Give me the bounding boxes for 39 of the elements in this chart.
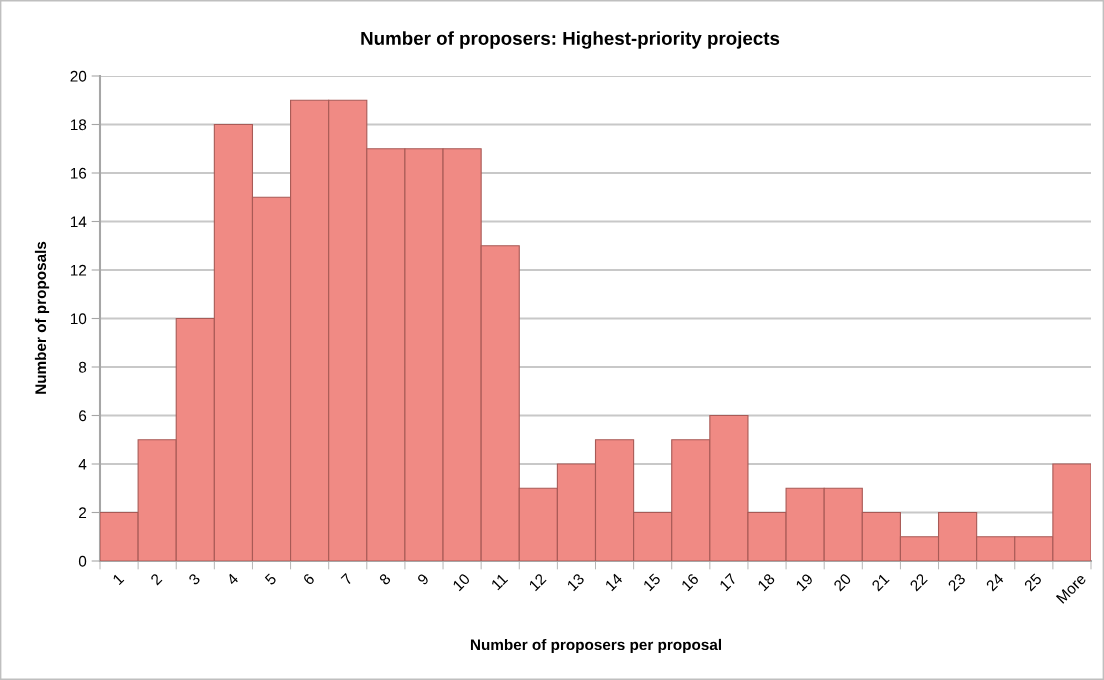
x-tick-label: 8 [378, 572, 392, 586]
y-tick-label: 8 [78, 361, 87, 373]
y-tick-label: 4 [78, 459, 87, 470]
x-tick-label: 18 [757, 572, 776, 592]
x-tick-label: 19 [795, 572, 814, 592]
y-tick-label: 18 [70, 119, 87, 131]
x-tick-label: 1 [112, 573, 125, 586]
x-tick-label: 22 [909, 572, 928, 592]
y-tick-label: 6 [79, 410, 87, 422]
x-tick-label: 14 [604, 572, 624, 592]
y-tick-label: 2 [79, 507, 87, 519]
y-tick-label: 0 [78, 555, 87, 567]
x-tick-label: 10 [452, 572, 471, 592]
x-tick-label: 21 [871, 572, 890, 592]
y-tick-label: 16 [70, 167, 87, 179]
x-tick-label: 9 [416, 572, 430, 586]
chart-title: Number of proposers: Highest-priority projects [361, 31, 780, 49]
x-tick-label: 16 [680, 572, 700, 592]
x-tick-label: 6 [302, 572, 316, 586]
x-tick-label: 25 [1023, 572, 1043, 592]
y-tick-label: 12 [70, 264, 87, 276]
x-tick-label: 15 [642, 572, 662, 592]
x-tick-label: 3 [187, 572, 201, 586]
x-tick-label: 11 [490, 573, 509, 591]
x-tick-label: 2 [149, 572, 163, 586]
x-tick-label: 5 [264, 572, 277, 586]
x-tick-label: 17 [719, 573, 738, 592]
y-tick-label: 10 [70, 313, 87, 325]
x-tick-label: 7 [340, 573, 354, 586]
y-axis-title: Number of proposals [34, 241, 50, 394]
x-axis-title: Number of proposers per proposal [470, 638, 721, 654]
x-tick-label: 24 [985, 572, 1005, 592]
x-tick-label: 12 [528, 572, 547, 592]
y-tick-label: 14 [70, 216, 87, 228]
x-tick-label: 13 [566, 572, 585, 592]
y-tick-label: 20 [70, 70, 87, 82]
x-tick-label: 20 [833, 572, 852, 592]
x-tick-label: 23 [947, 572, 967, 592]
x-tick-label: 4 [226, 572, 239, 586]
